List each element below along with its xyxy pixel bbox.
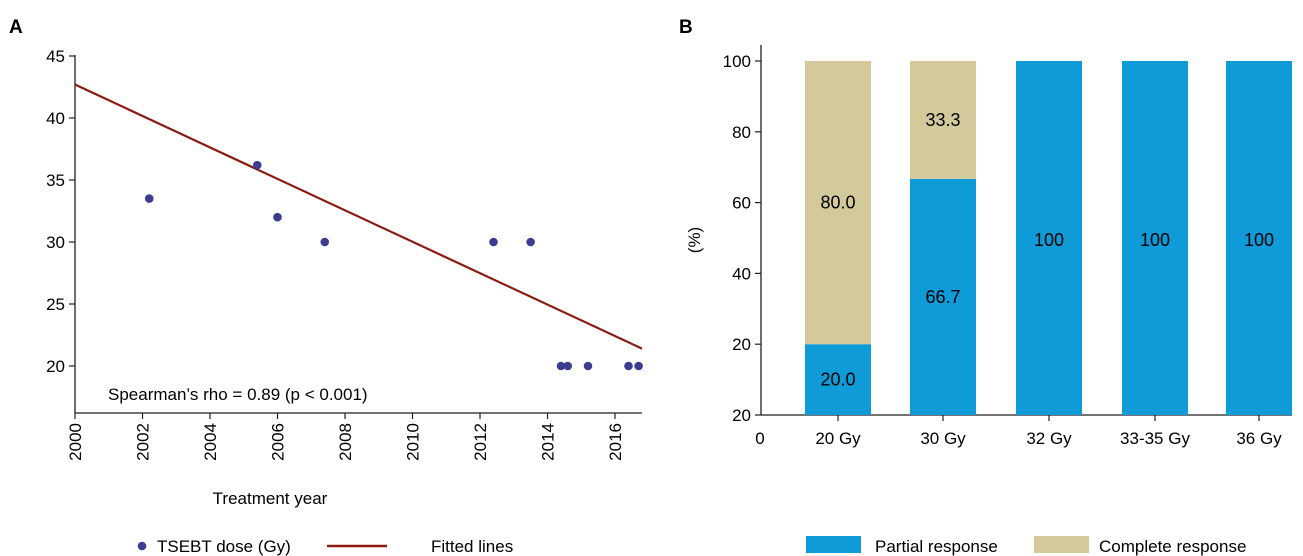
legend-partial-label: Partial response bbox=[875, 537, 998, 556]
bar-partial-response bbox=[1226, 61, 1292, 415]
panel-a-y-tick-label: 40 bbox=[46, 109, 65, 128]
panel-a-x-tick-label: 2000 bbox=[66, 423, 85, 461]
panel-a-y-ticks: 20 25 30 35 40 45 bbox=[46, 47, 75, 376]
scatter-point bbox=[583, 361, 593, 371]
scatter-point bbox=[252, 160, 262, 170]
panel-b-y-tick-label: 80 bbox=[732, 123, 751, 142]
bar-label-partial: 66.7 bbox=[925, 287, 960, 307]
bar-label-partial: 100 bbox=[1244, 230, 1274, 250]
panel-a-y-tick-label: 45 bbox=[46, 47, 65, 66]
panel-b-legend: Partial response Complete response bbox=[806, 536, 1246, 556]
bar-label-partial: 100 bbox=[1034, 230, 1064, 250]
panel-b-y-tick-label: 60 bbox=[732, 194, 751, 213]
panel-b-x-tick-label: 36 Gy bbox=[1236, 429, 1282, 448]
scatter-point bbox=[526, 237, 535, 247]
bar-partial-response bbox=[805, 344, 871, 415]
panel-b-y-tick-label: 100 bbox=[723, 52, 751, 71]
bar-label-complete: 33.3 bbox=[925, 110, 960, 130]
panel-a-y-tick-label: 30 bbox=[46, 233, 65, 252]
bar-partial-response bbox=[1016, 61, 1082, 415]
scatter-point bbox=[320, 237, 330, 247]
scatter-point bbox=[563, 361, 573, 371]
bar-label-complete: 80.0 bbox=[820, 193, 855, 213]
panel-a-x-tick-label: 2012 bbox=[471, 423, 490, 461]
legend-complete-swatch bbox=[1034, 536, 1089, 553]
scatter-point bbox=[273, 212, 282, 222]
bar-complete-response bbox=[805, 61, 871, 345]
panel-b-x-origin-label: 0 bbox=[755, 429, 764, 448]
panel-a-annotation: Spearman’s rho = 0.89 (p < 0.001) bbox=[108, 385, 368, 404]
legend-scatter-label: TSEBT dose (Gy) bbox=[157, 537, 291, 556]
panel-a-x-ticks: 2000 2002 2004 2006 2008 2010 2012 2014 2016 bbox=[66, 413, 625, 461]
fitted-line bbox=[74, 83, 643, 350]
bar-complete-response bbox=[910, 61, 976, 179]
scatter-point bbox=[634, 361, 643, 371]
bar-partial-response bbox=[910, 178, 976, 415]
panel-b-x-tick-label: 33-35 Gy bbox=[1120, 429, 1190, 448]
panel-a-x-tick-label: 2004 bbox=[201, 423, 220, 461]
panel-b-y-tick-label: 20 bbox=[732, 335, 751, 354]
panel-a-x-tick-label: 2006 bbox=[269, 423, 288, 461]
panel-b-x-ticks: 20 Gy 30 Gy 32 Gy 33-35 Gy 36 Gy bbox=[815, 415, 1282, 448]
panel-b-x-tick-label: 32 Gy bbox=[1026, 429, 1072, 448]
panel-a-points-layer bbox=[144, 160, 643, 371]
panel-a-x-tick-label: 2008 bbox=[336, 423, 355, 461]
panel-a-x-tick-label: 2010 bbox=[404, 423, 423, 461]
panel-a-x-tick-label: 2002 bbox=[134, 423, 153, 461]
panel-b-x-tick-label: 30 Gy bbox=[920, 429, 966, 448]
panel-a-x-axis-title: Treatment year bbox=[213, 489, 328, 508]
legend-complete-label: Complete response bbox=[1099, 537, 1246, 556]
panel-b-y-tick-label: 40 bbox=[732, 264, 751, 283]
scatter-point bbox=[489, 237, 498, 247]
scatter-point bbox=[556, 361, 566, 371]
legend-fit-line-label: Fitted lines bbox=[431, 537, 513, 556]
legend-partial-swatch bbox=[806, 536, 861, 553]
panel-a-y-tick-label: 20 bbox=[46, 357, 65, 376]
scatter-point bbox=[624, 361, 633, 371]
bar-partial-response bbox=[1122, 61, 1188, 415]
panel-a-axes bbox=[74, 55, 642, 414]
panel-a-letter: A bbox=[9, 17, 23, 38]
panel-b-y-tick-label: 20 bbox=[732, 406, 751, 425]
panel-b-y-axis-title: (%) bbox=[685, 227, 704, 253]
panel-b-bars-layer: 20.0 80.0 66.7 33.3 100 100 100 bbox=[805, 61, 1292, 415]
panel-a-x-tick-label: 2014 bbox=[539, 423, 558, 461]
panel-a-fit-line-layer bbox=[74, 83, 643, 350]
panel-b-letter: B bbox=[679, 17, 693, 38]
bar-label-partial: 100 bbox=[1140, 230, 1170, 250]
panel-b-x-tick-label: 20 Gy bbox=[815, 429, 861, 448]
bar-label-partial: 20.0 bbox=[820, 370, 855, 390]
panel-a-y-tick-label: 35 bbox=[46, 171, 65, 190]
panel-a-y-tick-label: 25 bbox=[46, 295, 65, 314]
panel-a-x-tick-label: 2016 bbox=[606, 423, 625, 461]
panel-a-scatter-chart: 20 25 30 35 40 45 2000 2002 2004 2006 2008 2010 201… bbox=[46, 47, 643, 461]
scatter-point bbox=[144, 194, 154, 203]
legend-scatter-marker bbox=[137, 541, 147, 551]
panel-a-legend: TSEBT dose (Gy) Fitted lines bbox=[137, 537, 513, 556]
panel-b-y-ticks: 20 20 40 60 80 100 bbox=[723, 52, 761, 425]
